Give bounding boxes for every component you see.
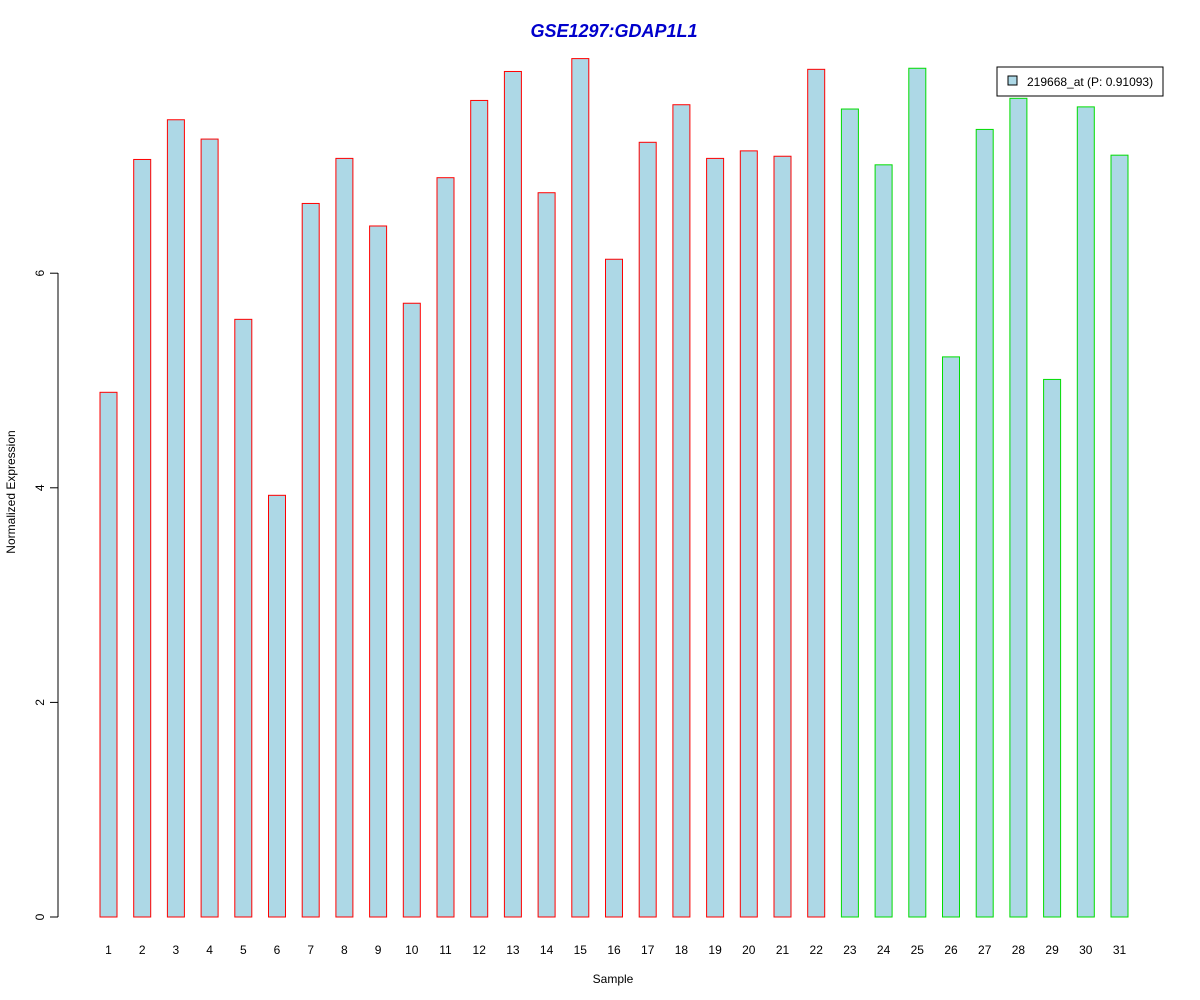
y-ticks: 0 2 4 6: [33, 270, 58, 920]
x-tick-label: 20: [742, 943, 756, 957]
bar-sample-8: [335, 157, 354, 918]
legend-box: [996, 66, 1164, 97]
bar-sample-22: [807, 68, 826, 918]
x-tick-label: 10: [405, 943, 419, 957]
bar-sample-27: [975, 128, 994, 918]
x-tick-label: 23: [843, 943, 857, 957]
bar-sample-5: [234, 318, 253, 918]
bar-sample-4: [200, 138, 219, 918]
x-tick-label: 18: [675, 943, 689, 957]
bar-sample-16: [605, 258, 623, 918]
x-tick-label: 22: [810, 943, 824, 957]
legend-label: 219668_at (P: 0.91093): [1027, 75, 1153, 89]
bar-sample-24: [874, 164, 893, 918]
x-tick-label: 2: [139, 943, 146, 957]
bar-sample-20: [739, 150, 758, 918]
bar-sample-17: [638, 141, 657, 918]
x-tick-label: 13: [506, 943, 520, 957]
x-tick-label: 7: [307, 943, 314, 957]
y-tick-label: 0: [33, 913, 47, 920]
bar-sample-25: [908, 67, 927, 918]
bar-sample-10: [402, 302, 421, 918]
x-tick-label: 24: [877, 943, 891, 957]
bar-sample-15: [571, 58, 590, 918]
y-tick-label: 6: [33, 270, 47, 277]
chart-title: GSE1297:GDAP1L1: [530, 21, 697, 41]
bar-sample-2: [133, 158, 152, 918]
x-tick-label: 27: [978, 943, 992, 957]
x-tick-label: 9: [375, 943, 382, 957]
bar-sample-28: [1009, 97, 1028, 918]
bar-sample-23: [840, 108, 859, 918]
x-tick-label: 14: [540, 943, 554, 957]
x-tick-label: 30: [1079, 943, 1093, 957]
bar-sample-19: [706, 157, 725, 918]
x-tick-label: 15: [574, 943, 588, 957]
x-axis-label: Sample: [593, 972, 634, 986]
bar-sample-14: [537, 192, 556, 918]
x-tick-label: 11: [439, 943, 452, 957]
x-tick-label: 17: [641, 943, 655, 957]
bar-sample-7: [301, 202, 320, 918]
bar-sample-18: [672, 104, 691, 918]
x-tick-label: 31: [1113, 943, 1127, 957]
x-tick-labels: 1 2 3 4 5 6 7 8 9 10 11 12 13 14 15 16 17 18 19 20 21 22 23 24 2…: [105, 943, 1126, 957]
legend-swatch: [1007, 75, 1018, 86]
bar-sample-13: [503, 70, 522, 918]
x-tick-label: 16: [607, 943, 621, 957]
bar-sample-3: [166, 119, 185, 918]
x-tick-label: 29: [1045, 943, 1059, 957]
x-tick-label: 26: [944, 943, 958, 957]
legend: 219668_at (P: 0.91093): [996, 66, 1164, 97]
x-tick-label: 19: [708, 943, 722, 957]
x-tick-label: 3: [173, 943, 180, 957]
y-axis-label: Normalized Expression: [4, 430, 18, 553]
x-tick-label: 21: [776, 943, 790, 957]
x-tick-label: 25: [911, 943, 925, 957]
bar-sample-31: [1110, 154, 1129, 918]
bar-sample-1: [99, 391, 118, 918]
x-tick-label: 28: [1012, 943, 1026, 957]
x-tick-label: 4: [206, 943, 213, 957]
x-tick-label: 5: [240, 943, 247, 957]
bar-sample-6: [268, 494, 286, 918]
x-tick-label: 12: [473, 943, 487, 957]
bar-sample-29: [1043, 378, 1062, 918]
x-tick-label: 8: [341, 943, 348, 957]
bar-sample-11: [436, 177, 455, 918]
x-tick-label: 1: [105, 943, 112, 957]
bar-sample-9: [369, 225, 388, 918]
x-tick-label: 6: [274, 943, 281, 957]
y-tick-label: 4: [33, 484, 47, 491]
bar-sample-30: [1076, 106, 1095, 918]
bar-sample-21: [773, 155, 792, 918]
bar-sample-12: [470, 99, 489, 918]
bar-sample-26: [942, 356, 960, 918]
y-tick-label: 2: [33, 699, 47, 706]
bars: [99, 58, 1129, 918]
